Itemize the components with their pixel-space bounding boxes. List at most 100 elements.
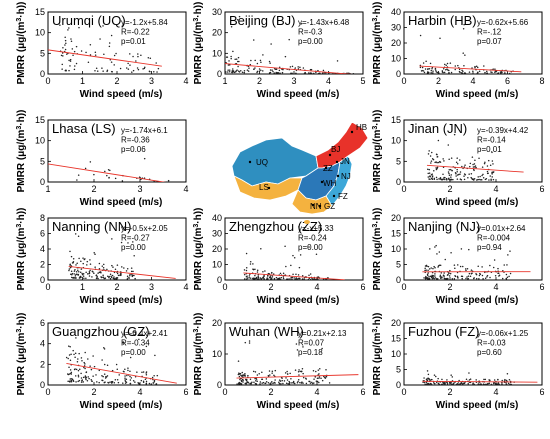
x-tick-label: 2 — [268, 387, 273, 397]
x-tick-label: 4 — [137, 387, 142, 397]
x-tick-label: 4 — [493, 387, 498, 397]
data-point — [258, 278, 260, 280]
data-point — [315, 279, 317, 281]
x-tick-label: 6 — [360, 282, 365, 292]
data-point — [444, 278, 446, 280]
data-point — [490, 179, 492, 181]
data-point — [118, 275, 120, 277]
data-point — [509, 379, 511, 381]
data-point — [90, 379, 92, 381]
data-point — [90, 263, 92, 265]
data-point — [157, 375, 159, 377]
data-point — [112, 275, 114, 277]
data-point — [89, 271, 91, 273]
x-tick-label: 3 — [149, 282, 154, 292]
data-point — [146, 383, 148, 385]
data-point — [103, 277, 105, 279]
data-point — [428, 150, 430, 152]
data-point — [70, 273, 72, 275]
x-tick-label: 2 — [91, 184, 96, 194]
data-point — [486, 71, 488, 73]
y-tick-label: 10 — [35, 136, 45, 146]
panel-stat: y=-0.62x+5.66 — [477, 18, 529, 27]
data-point — [94, 254, 96, 256]
x-tick-label: 2 — [436, 76, 441, 86]
data-point — [72, 273, 74, 275]
x-tick-label: 2 — [447, 387, 452, 397]
data-point — [244, 269, 246, 271]
panel-stat: y=-0.39x+4.42 — [477, 126, 529, 135]
data-point — [431, 379, 433, 381]
panel-title: Nanjing (NJ) — [408, 219, 480, 234]
data-point — [248, 277, 250, 279]
data-point — [85, 52, 87, 54]
data-point — [257, 276, 259, 278]
data-point — [143, 371, 145, 373]
x-tick-label: 0 — [401, 387, 406, 397]
data-point — [323, 70, 325, 72]
data-point — [461, 248, 463, 250]
data-point — [276, 277, 278, 279]
x-tick-label: 1 — [80, 282, 85, 292]
data-point — [490, 164, 492, 166]
data-point — [123, 267, 125, 269]
data-point — [436, 253, 438, 255]
data-point — [456, 169, 458, 171]
map-city-label: WH — [323, 179, 337, 188]
data-point — [432, 158, 434, 160]
x-axis-label: Wind speed (m/s) — [80, 197, 163, 208]
data-point — [257, 269, 259, 271]
data-point — [464, 54, 466, 56]
data-point — [457, 178, 459, 180]
data-point — [318, 369, 320, 371]
data-point — [488, 179, 490, 181]
data-point — [146, 381, 148, 383]
data-point — [132, 56, 134, 58]
data-point — [115, 269, 117, 271]
data-point — [65, 40, 67, 42]
data-point — [468, 372, 470, 374]
data-point — [253, 381, 255, 383]
data-point — [476, 274, 478, 276]
map-city-dot — [249, 161, 251, 163]
data-point — [238, 383, 240, 385]
data-point — [97, 278, 99, 280]
data-point — [450, 273, 452, 275]
data-point — [74, 65, 76, 67]
data-point — [122, 180, 124, 182]
data-point — [425, 61, 427, 63]
data-point — [289, 382, 291, 384]
data-point — [241, 381, 243, 383]
data-point — [461, 179, 463, 181]
data-point — [68, 70, 70, 72]
data-point — [74, 269, 76, 271]
data-point — [444, 179, 446, 181]
data-point — [451, 179, 453, 181]
y-axis-label: PMRR (μg/(m3·h)) — [16, 208, 28, 291]
data-point — [299, 267, 301, 269]
data-point — [448, 177, 450, 179]
data-point — [87, 380, 89, 382]
data-point — [294, 279, 296, 281]
data-point — [472, 164, 474, 166]
data-point — [285, 377, 287, 379]
data-point — [283, 276, 285, 278]
y-tick-label: 5 — [396, 365, 401, 375]
panel-stat: p=0.01 — [477, 145, 502, 154]
y-tick-label: 10 — [391, 136, 401, 146]
data-point — [434, 179, 436, 181]
data-point — [99, 268, 101, 270]
panel-stat: R=-0.34 — [121, 339, 150, 348]
data-point — [249, 340, 251, 342]
x-tick-label: 6 — [539, 387, 544, 397]
data-point — [440, 264, 442, 266]
data-point — [91, 276, 93, 278]
data-point — [442, 384, 444, 386]
data-point — [74, 270, 76, 272]
data-point — [292, 255, 294, 257]
data-point — [289, 373, 291, 375]
data-point — [67, 373, 69, 375]
data-point — [427, 383, 429, 385]
data-point — [134, 278, 136, 280]
data-point — [236, 383, 238, 385]
